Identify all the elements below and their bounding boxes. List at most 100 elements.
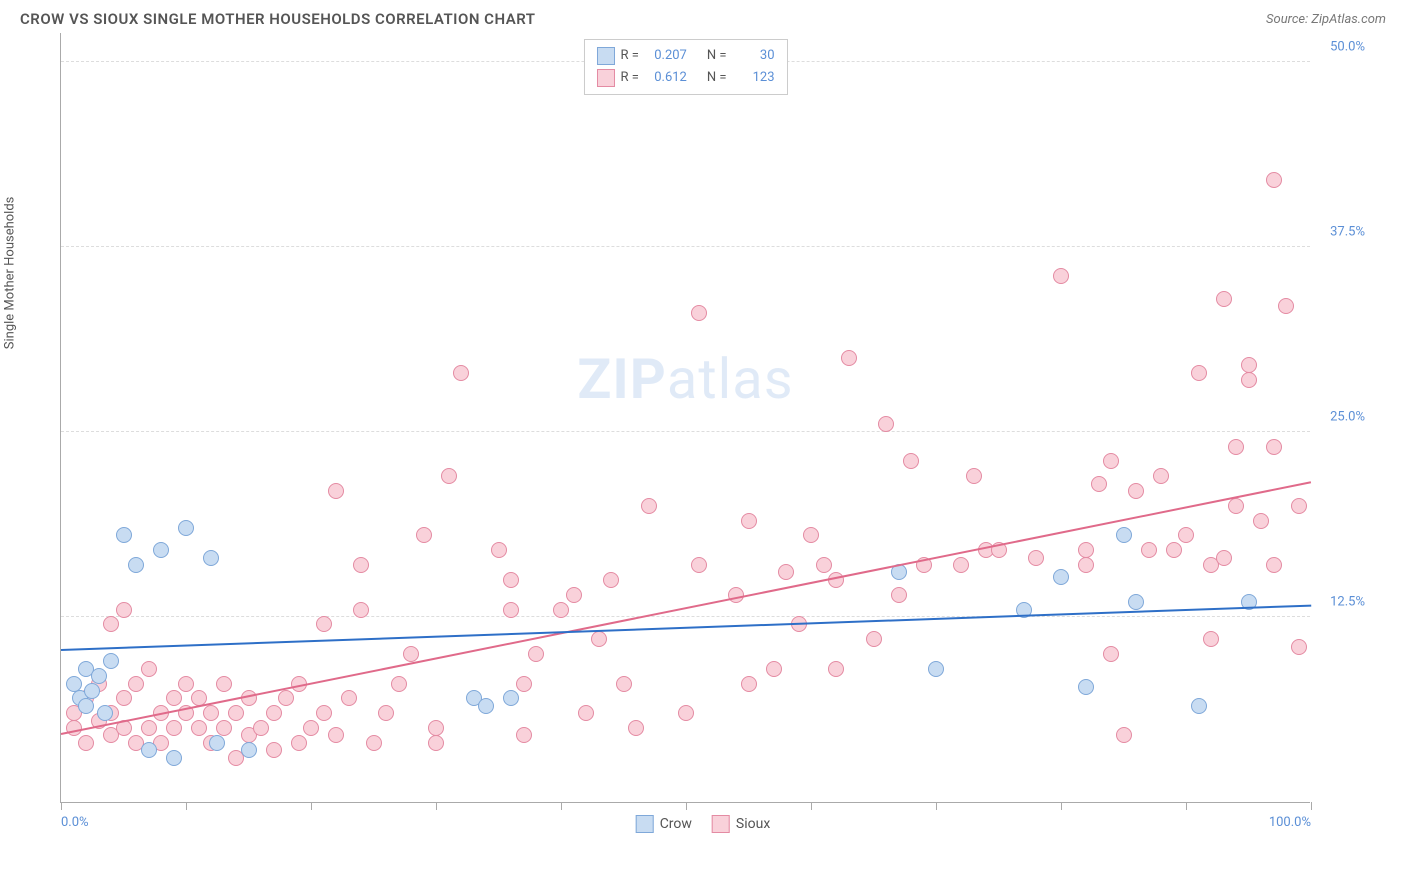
data-point (91, 668, 107, 684)
data-point (228, 705, 244, 721)
legend-r-label: R = (620, 67, 638, 89)
legend-n-label: N = (707, 45, 727, 67)
gridline (61, 431, 1310, 432)
data-point (203, 550, 219, 566)
data-point (891, 587, 907, 603)
data-point (153, 542, 169, 558)
data-point (291, 735, 307, 751)
data-point (1216, 291, 1232, 307)
data-point (403, 646, 419, 662)
data-point (1241, 372, 1257, 388)
data-point (1153, 468, 1169, 484)
data-point (141, 720, 157, 736)
watermark-bold: ZIP (577, 346, 666, 412)
chart-title: CROW VS SIOUX SINGLE MOTHER HOUSEHOLDS C… (20, 10, 536, 28)
legend-item: Sioux (712, 815, 770, 833)
data-point (116, 690, 132, 706)
data-point (66, 676, 82, 692)
data-point (1253, 513, 1269, 529)
data-point (1203, 631, 1219, 647)
data-point (1078, 557, 1094, 573)
data-point (78, 735, 94, 751)
data-point (416, 527, 432, 543)
data-point (841, 350, 857, 366)
data-point (1278, 298, 1294, 314)
data-point (428, 720, 444, 736)
data-point (953, 557, 969, 573)
legend-swatch (596, 47, 614, 65)
data-point (103, 616, 119, 632)
data-point (266, 742, 282, 758)
data-point (603, 572, 619, 588)
data-point (1091, 476, 1107, 492)
x-tick (1061, 802, 1062, 810)
data-point (503, 602, 519, 618)
data-point (778, 564, 794, 580)
data-point (128, 676, 144, 692)
data-point (241, 742, 257, 758)
data-point (1191, 365, 1207, 381)
data-point (166, 750, 182, 766)
correlation-legend: R =0.207N =30R =0.612N =123 (583, 39, 787, 95)
x-tick (1311, 802, 1312, 810)
data-point (928, 661, 944, 677)
data-point (903, 453, 919, 469)
data-point (166, 690, 182, 706)
data-point (1266, 557, 1282, 573)
x-tick (186, 802, 187, 810)
data-point (353, 557, 369, 573)
data-point (209, 735, 225, 751)
data-point (1291, 498, 1307, 514)
data-point (428, 735, 444, 751)
data-point (1166, 542, 1182, 558)
x-tick (936, 802, 937, 810)
data-point (278, 690, 294, 706)
data-point (178, 676, 194, 692)
x-tick (311, 802, 312, 810)
data-point (1116, 727, 1132, 743)
data-point (816, 557, 832, 573)
x-tick (811, 802, 812, 810)
data-point (691, 305, 707, 321)
data-point (628, 720, 644, 736)
data-point (353, 602, 369, 618)
legend-r-value: 0.612 (645, 67, 687, 89)
data-point (828, 661, 844, 677)
data-point (741, 676, 757, 692)
y-tick-label: 50.0% (1330, 39, 1365, 54)
data-point (116, 527, 132, 543)
chart-container: Single Mother Households ZIPatlas R =0.2… (20, 33, 1386, 803)
legend-swatch (596, 69, 614, 87)
data-point (328, 727, 344, 743)
data-point (116, 602, 132, 618)
legend-row: R =0.207N =30 (596, 45, 774, 67)
x-tick (1186, 802, 1187, 810)
data-point (166, 720, 182, 736)
data-point (316, 705, 332, 721)
x-tick (561, 802, 562, 810)
legend-item: Crow (636, 815, 692, 833)
data-point (803, 527, 819, 543)
legend-row: R =0.612N =123 (596, 67, 774, 89)
data-point (591, 631, 607, 647)
data-point (303, 720, 319, 736)
data-point (1103, 646, 1119, 662)
y-tick-label: 37.5% (1330, 224, 1365, 239)
data-point (766, 661, 782, 677)
watermark: ZIPatlas (577, 346, 793, 412)
data-point (191, 720, 207, 736)
data-point (1116, 527, 1132, 543)
data-point (316, 616, 332, 632)
data-point (366, 735, 382, 751)
y-axis-label: Single Mother Households (3, 197, 18, 350)
data-point (216, 720, 232, 736)
data-point (1103, 453, 1119, 469)
data-point (503, 690, 519, 706)
data-point (1128, 594, 1144, 610)
data-point (1053, 268, 1069, 284)
data-point (553, 602, 569, 618)
data-point (491, 542, 507, 558)
data-point (1028, 550, 1044, 566)
data-point (378, 705, 394, 721)
data-point (866, 631, 882, 647)
